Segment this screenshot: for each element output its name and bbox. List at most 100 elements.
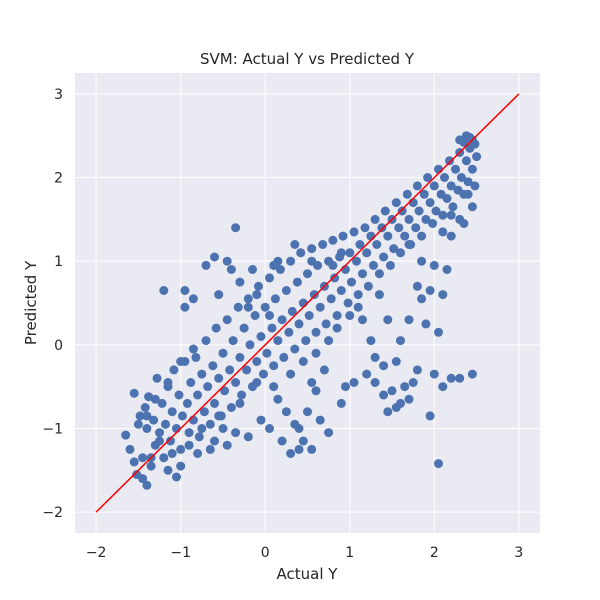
scatter-point — [237, 390, 247, 400]
scatter-point — [358, 315, 367, 325]
scatter-point — [218, 348, 228, 358]
scatter-point — [404, 240, 414, 249]
scatter-point — [161, 419, 170, 429]
scatter-point — [225, 365, 235, 375]
scatter-point — [446, 181, 456, 191]
x-tick-label: 0 — [261, 545, 270, 561]
scatter-point — [252, 378, 262, 387]
scatter-point — [389, 244, 399, 254]
scatter-point — [456, 173, 466, 182]
scatter-point — [176, 444, 186, 454]
x-tick-label: 3 — [514, 545, 523, 561]
scatter-point — [197, 424, 207, 433]
scatter-point — [370, 352, 380, 362]
x-tick-label: 1 — [345, 545, 354, 561]
scatter-point — [385, 260, 395, 270]
scatter-point — [311, 327, 321, 337]
scatter-point — [326, 294, 336, 304]
scatter-point — [412, 281, 422, 291]
scatter-point — [250, 311, 260, 320]
scatter-point — [133, 419, 143, 429]
scatter-point — [391, 403, 401, 412]
scatter-point — [239, 323, 249, 333]
scatter-point — [336, 398, 346, 408]
scatter-point — [188, 344, 198, 354]
scatter-point — [176, 461, 186, 471]
scatter-point — [438, 382, 448, 392]
scatter-point — [125, 444, 135, 454]
scatter-point — [138, 453, 148, 463]
scatter-point — [214, 411, 224, 421]
scatter-point — [273, 394, 283, 404]
scatter-point — [167, 407, 177, 417]
scatter-point — [298, 357, 308, 366]
scatter-point — [186, 378, 196, 387]
scatter-point — [129, 457, 139, 467]
scatter-point — [233, 302, 243, 312]
scatter-point — [252, 357, 262, 366]
scatter-point — [336, 248, 346, 258]
scatter-point — [242, 365, 252, 375]
scatter-point — [142, 480, 152, 490]
scatter-point — [303, 269, 312, 279]
scatter-point — [177, 411, 187, 421]
scatter-point — [201, 260, 211, 270]
scatter-point — [374, 269, 384, 279]
scatter-point — [188, 415, 198, 425]
scatter-point — [193, 449, 203, 458]
x-tick-labels: −2 −1 0 1 2 3 — [86, 545, 524, 561]
scatter-point — [155, 436, 164, 446]
scatter-point — [231, 378, 241, 387]
scatter-point — [355, 240, 365, 249]
scatter-point — [391, 357, 401, 366]
scatter-point — [243, 302, 253, 312]
scatter-point — [260, 302, 270, 312]
scatter-point — [235, 277, 245, 287]
scatter-point — [121, 430, 131, 440]
scatter-point — [362, 248, 372, 258]
scatter-point — [159, 453, 169, 463]
scatter-point — [434, 327, 443, 337]
scatter-point — [301, 336, 311, 346]
scatter-point — [383, 315, 393, 325]
scatter-point — [431, 206, 441, 216]
scatter-point — [341, 382, 350, 392]
scatter-point — [319, 365, 329, 375]
scatter-point — [265, 273, 274, 283]
scatter-point — [387, 386, 397, 396]
scatter-point — [412, 365, 422, 375]
scatter-point — [210, 436, 219, 446]
scatter-point — [281, 286, 291, 295]
y-tick-label: 3 — [54, 87, 63, 103]
scatter-point — [363, 281, 373, 291]
scatter-point — [163, 465, 173, 475]
x-axis-label: Actual Y — [277, 565, 339, 583]
scatter-point — [417, 256, 427, 266]
scatter-point — [222, 440, 232, 450]
scatter-point — [425, 198, 435, 208]
y-tick-label: −1 — [42, 421, 63, 437]
scatter-point — [307, 444, 317, 454]
scatter-point — [440, 173, 449, 182]
scatter-point — [197, 369, 207, 379]
scatter-point — [311, 386, 321, 396]
scatter-point — [455, 373, 465, 383]
y-tick-label: 0 — [54, 338, 63, 354]
scatter-point — [205, 419, 215, 429]
scatter-point — [383, 231, 393, 241]
scatter-point — [146, 461, 156, 471]
scatter-point — [243, 294, 253, 304]
scatter-point — [277, 436, 287, 446]
scatter-point — [159, 286, 169, 295]
y-tick-label: −2 — [42, 505, 63, 521]
scatter-point — [379, 390, 389, 400]
y-tick-label: 2 — [54, 171, 63, 187]
scatter-point — [412, 181, 422, 191]
scatter-point — [220, 386, 230, 396]
scatter-point — [472, 152, 482, 162]
scatter-point — [309, 290, 319, 300]
scatter-point — [470, 181, 480, 191]
scatter-point — [446, 231, 456, 241]
scatter-point — [428, 219, 438, 228]
scatter-point — [298, 436, 308, 446]
